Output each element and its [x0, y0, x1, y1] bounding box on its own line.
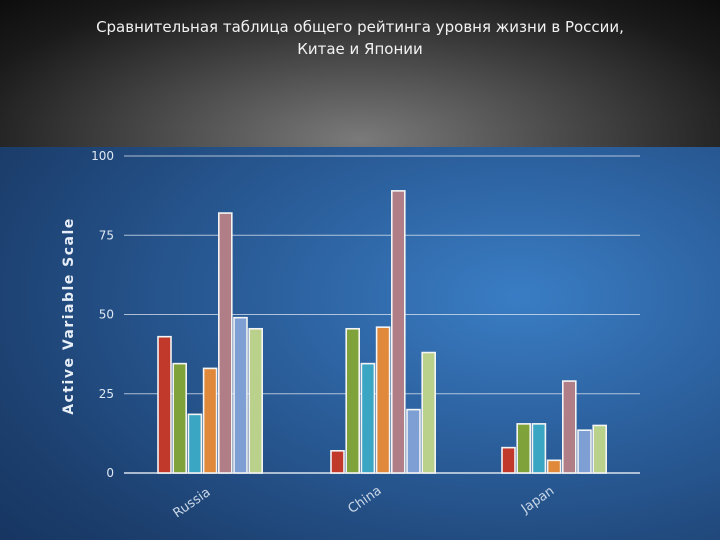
y-axis-title: Active Variable Scale [61, 217, 77, 415]
bar-japan-3 [531, 423, 547, 474]
category-label: Japan [518, 484, 557, 518]
bar-russia-6 [233, 316, 248, 474]
y-tick-label: 100 [91, 149, 114, 163]
y-tick-label: 75 [99, 228, 114, 242]
bar-china-1 [330, 450, 345, 474]
bar-china-4 [375, 326, 391, 474]
bar-japan-5 [561, 380, 577, 474]
bar-china-3 [360, 362, 376, 474]
category-label: China [345, 483, 384, 517]
bar-japan-4 [546, 459, 562, 474]
category-labels: Russia China Japan [171, 483, 558, 521]
bars [157, 190, 608, 474]
bar-japan-6 [577, 429, 592, 474]
y-tick-label: 25 [99, 387, 114, 401]
bar-china-5 [390, 190, 406, 474]
bar-china-2 [345, 327, 361, 474]
chart-title: Сравнительная таблица общего рейтинга ур… [96, 18, 624, 58]
bar-japan-1 [501, 446, 516, 474]
y-tick-label: 50 [99, 308, 114, 322]
bar-china-6 [406, 408, 421, 474]
bar-russia-4 [202, 367, 218, 474]
bar-russia-7 [248, 327, 263, 474]
y-tick-labels: 0 25 50 75 100 [91, 149, 114, 480]
bar-russia-3 [187, 413, 203, 474]
header-band [0, 0, 720, 147]
bar-russia-5 [218, 212, 233, 474]
bar-japan-2 [516, 423, 532, 474]
bar-china-7 [421, 351, 437, 474]
category-label: Russia [171, 485, 214, 521]
bar-russia-2 [172, 362, 187, 474]
y-tick-label: 0 [106, 466, 114, 480]
bar-russia-1 [157, 335, 172, 474]
bar-japan-7 [592, 424, 608, 474]
